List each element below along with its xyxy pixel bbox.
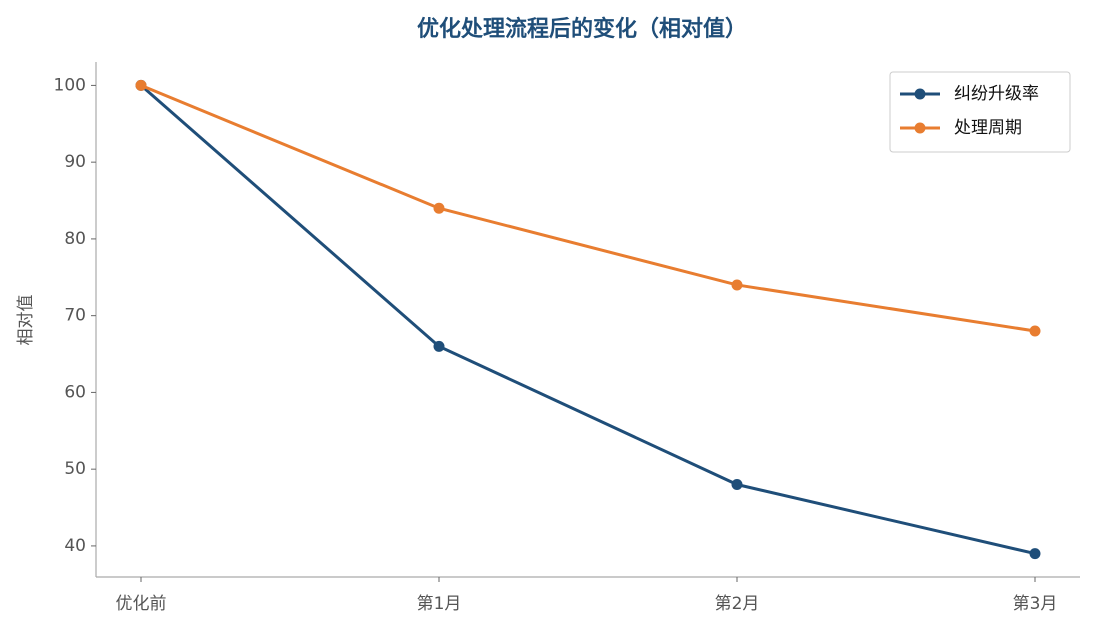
x-tick-label: 优化前 xyxy=(116,594,167,614)
y-tick-label: 50 xyxy=(64,459,86,479)
data-point xyxy=(433,202,445,214)
y-tick-label: 40 xyxy=(64,536,86,556)
y-axis-label: 相对值 xyxy=(16,295,36,346)
data-point xyxy=(731,279,743,291)
series-line xyxy=(140,84,1036,556)
chart-title: 优化处理流程后的变化（相对值） xyxy=(417,16,747,42)
y-tick-label: 100 xyxy=(54,75,86,95)
legend-marker xyxy=(914,88,926,100)
x-tick-label: 第3月 xyxy=(1013,594,1058,614)
y-tick-label: 80 xyxy=(64,229,86,249)
data-point xyxy=(731,479,743,491)
data-point xyxy=(1029,325,1041,337)
series-line xyxy=(140,84,1036,333)
x-tick-label: 第2月 xyxy=(715,594,760,614)
y-tick-label: 60 xyxy=(64,382,86,402)
data-point xyxy=(433,340,445,352)
y-tick-label: 70 xyxy=(64,306,86,326)
data-point xyxy=(135,79,147,91)
legend-label: 纠纷升级率 xyxy=(954,84,1039,104)
legend-marker xyxy=(914,122,926,134)
data-point xyxy=(1029,548,1041,560)
y-tick-label: 90 xyxy=(64,152,86,172)
x-tick-label: 第1月 xyxy=(417,594,462,614)
legend-box xyxy=(889,71,1071,153)
legend-label: 处理周期 xyxy=(954,118,1022,138)
